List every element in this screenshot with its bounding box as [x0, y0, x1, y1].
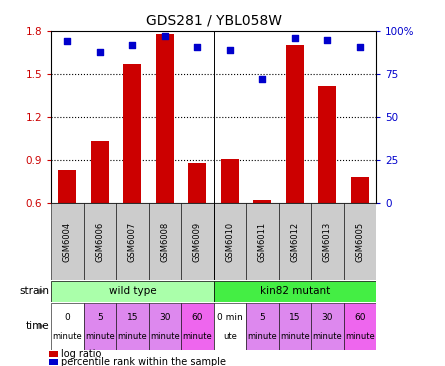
- Text: 30: 30: [159, 313, 170, 322]
- Text: minute: minute: [53, 332, 82, 341]
- Text: minute: minute: [345, 332, 375, 341]
- Bar: [214, 281, 376, 302]
- Bar: [149, 303, 181, 350]
- Bar: [351, 178, 369, 203]
- Text: 60: 60: [192, 313, 203, 322]
- Bar: [123, 64, 142, 203]
- Text: 60: 60: [354, 313, 365, 322]
- Bar: [344, 303, 376, 350]
- Bar: [49, 359, 58, 365]
- Bar: [84, 303, 116, 350]
- Text: minute: minute: [182, 332, 212, 341]
- Bar: [49, 351, 58, 357]
- Bar: [279, 303, 311, 350]
- Text: strain: strain: [19, 286, 49, 296]
- Text: 15: 15: [289, 313, 300, 322]
- Text: GSM6009: GSM6009: [193, 221, 202, 262]
- Text: GSM6012: GSM6012: [290, 221, 299, 262]
- Text: log ratio: log ratio: [61, 349, 101, 359]
- Point: [227, 47, 234, 53]
- Text: minute: minute: [85, 332, 115, 341]
- Bar: [58, 170, 77, 203]
- Bar: [286, 45, 304, 203]
- Text: GSM6004: GSM6004: [63, 221, 72, 262]
- Text: kin82 mutant: kin82 mutant: [260, 286, 330, 296]
- Bar: [279, 203, 311, 280]
- Bar: [318, 86, 336, 203]
- Text: 0 min: 0 min: [217, 313, 243, 322]
- Bar: [253, 200, 271, 203]
- Bar: [246, 203, 279, 280]
- Text: 5: 5: [97, 313, 103, 322]
- Text: GSM6010: GSM6010: [225, 221, 235, 262]
- Bar: [214, 303, 246, 350]
- Text: time: time: [25, 321, 49, 331]
- Text: GSM6005: GSM6005: [355, 221, 364, 262]
- Text: 30: 30: [322, 313, 333, 322]
- Bar: [311, 203, 344, 280]
- Point: [259, 76, 266, 82]
- Point: [324, 37, 331, 43]
- Bar: [246, 303, 279, 350]
- Text: minute: minute: [280, 332, 310, 341]
- Point: [356, 44, 364, 49]
- Text: minute: minute: [117, 332, 147, 341]
- Bar: [311, 303, 344, 350]
- Title: GDS281 / YBL058W: GDS281 / YBL058W: [146, 13, 282, 27]
- Bar: [51, 303, 84, 350]
- Bar: [181, 203, 214, 280]
- Bar: [188, 163, 206, 203]
- Bar: [91, 142, 109, 203]
- Text: GSM6006: GSM6006: [95, 221, 105, 262]
- Text: 0: 0: [65, 313, 70, 322]
- Bar: [214, 203, 246, 280]
- Bar: [116, 203, 149, 280]
- Text: GSM6011: GSM6011: [258, 221, 267, 262]
- Bar: [221, 159, 239, 203]
- Bar: [51, 203, 84, 280]
- Text: GSM6013: GSM6013: [323, 221, 332, 262]
- Text: minute: minute: [247, 332, 277, 341]
- Text: wild type: wild type: [109, 286, 156, 296]
- Bar: [344, 203, 376, 280]
- Bar: [149, 203, 181, 280]
- Text: ute: ute: [223, 332, 237, 341]
- Text: GSM6008: GSM6008: [160, 221, 170, 262]
- Point: [162, 33, 169, 39]
- Point: [64, 38, 71, 44]
- Text: 15: 15: [127, 313, 138, 322]
- Text: percentile rank within the sample: percentile rank within the sample: [61, 357, 226, 366]
- Bar: [51, 281, 214, 302]
- Bar: [116, 303, 149, 350]
- Text: minute: minute: [150, 332, 180, 341]
- Text: minute: minute: [312, 332, 342, 341]
- Text: 5: 5: [259, 313, 265, 322]
- Point: [97, 49, 104, 55]
- Bar: [84, 203, 116, 280]
- Point: [129, 42, 136, 48]
- Bar: [181, 303, 214, 350]
- Bar: [156, 34, 174, 203]
- Point: [194, 44, 201, 49]
- Text: GSM6007: GSM6007: [128, 221, 137, 262]
- Point: [291, 35, 299, 41]
